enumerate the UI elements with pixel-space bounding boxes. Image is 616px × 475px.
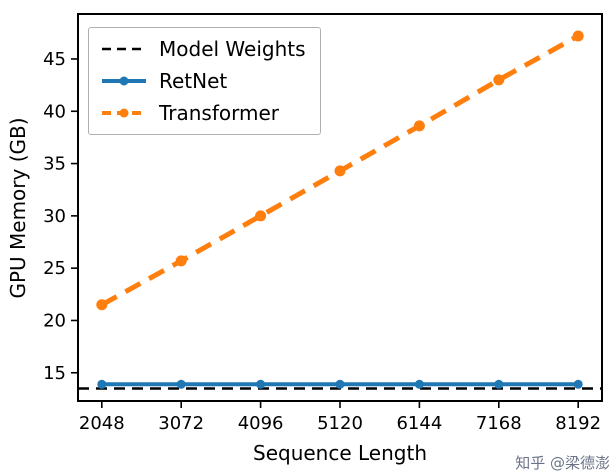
legend-item-retnet: RetNet (99, 67, 306, 95)
legend-item-model-weights: Model Weights (99, 35, 306, 63)
svg-text:6144: 6144 (396, 413, 442, 434)
watermark: 知乎 @梁德澎 (515, 454, 610, 472)
retnet-line-sample (102, 76, 146, 86)
x-axis-label: Sequence Length (253, 441, 427, 465)
svg-text:7168: 7168 (476, 413, 522, 434)
y-axis-label: GPU Memory (GB) (6, 117, 30, 299)
model-weights-line-sample (102, 47, 146, 51)
svg-text:45: 45 (43, 49, 66, 70)
svg-text:25: 25 (43, 258, 66, 279)
legend-label-transformer: Transformer (159, 101, 280, 125)
svg-text:2048: 2048 (79, 413, 125, 434)
legend-item-transformer: Transformer (99, 99, 306, 127)
svg-text:35: 35 (43, 154, 66, 175)
legend-label-retnet: RetNet (159, 69, 228, 93)
svg-text:3072: 3072 (158, 413, 204, 434)
svg-text:15: 15 (43, 363, 66, 384)
svg-text:8192: 8192 (555, 413, 601, 434)
svg-text:5120: 5120 (317, 413, 363, 434)
svg-text:4096: 4096 (238, 413, 284, 434)
svg-text:30: 30 (43, 206, 66, 227)
svg-text:20: 20 (43, 310, 66, 331)
transformer-line-sample (102, 108, 146, 118)
legend: Model Weights RetNet Transformer (88, 27, 321, 135)
legend-label-model-weights: Model Weights (159, 37, 306, 61)
svg-text:40: 40 (43, 101, 66, 122)
